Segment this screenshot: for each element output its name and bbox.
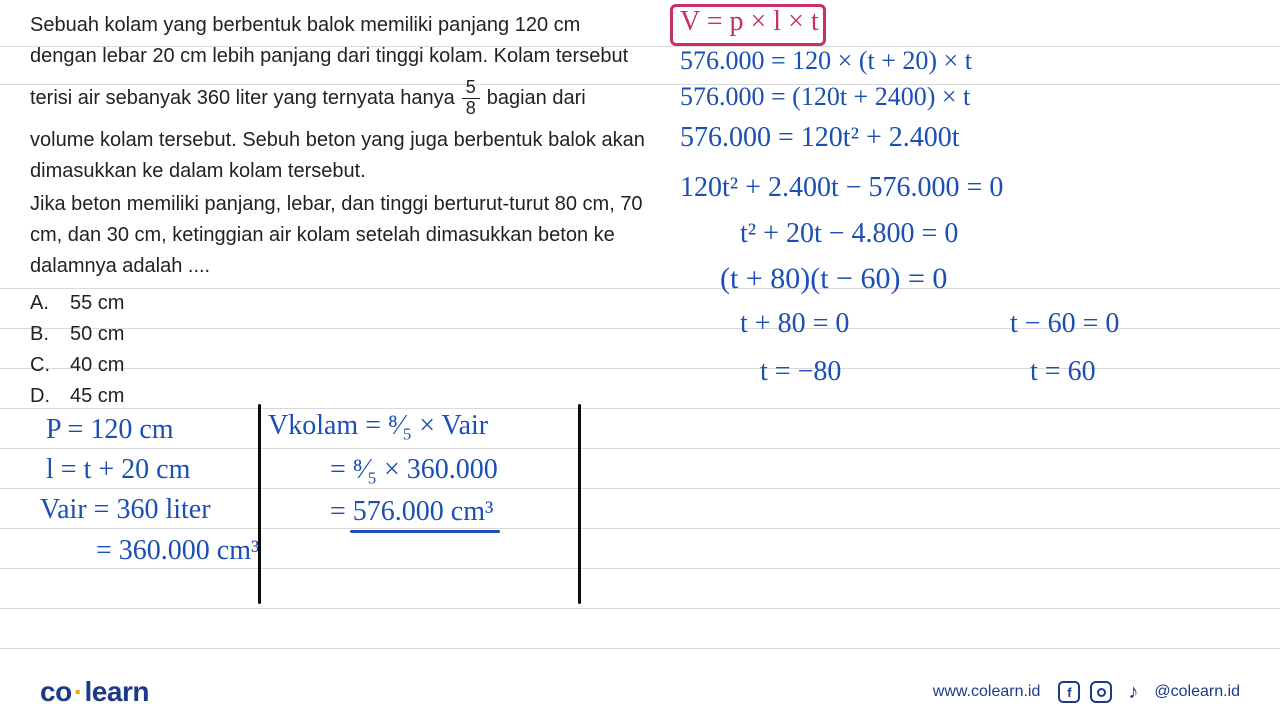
ruled-line <box>0 608 1280 609</box>
choice-text: 40 cm <box>70 350 124 381</box>
brand-logo: co·learn <box>40 676 149 708</box>
fraction-5-8: 5 8 <box>462 78 480 119</box>
logo-part-a: co <box>40 676 72 707</box>
handwritten-line: 576.000 = 120 × (t + 20) × t <box>680 46 972 76</box>
choice-label: B. <box>30 319 52 350</box>
ruled-line <box>0 448 1280 449</box>
choice-text: 45 cm <box>70 381 124 412</box>
handwritten-line: l = t + 20 cm <box>46 454 190 486</box>
footer: co·learn www.colearn.id f ♪ @colearn.id <box>0 664 1280 720</box>
frac-den: 8 <box>462 99 480 119</box>
choice-label: C. <box>30 350 52 381</box>
problem-p2: terisi air sebanyak 360 liter yang terny… <box>30 78 650 119</box>
logo-part-b: learn <box>85 676 149 707</box>
handwritten-line: = 360.000 cm³ <box>96 535 259 567</box>
answer-choices: A. 55 cm B. 50 cm C. 40 cm D. 45 cm <box>30 288 650 412</box>
handwritten-line: P = 120 cm <box>46 414 174 446</box>
instagram-icon <box>1090 681 1112 703</box>
handwritten-line: Vair = 360 liter <box>40 494 211 526</box>
handwritten-line: = ⁸⁄₅ × 360.000 <box>330 454 498 486</box>
p2b: bagian dari <box>487 83 586 114</box>
problem-text: Sebuah kolam yang berbentuk balok memili… <box>30 10 650 412</box>
handwritten-line: t² + 20t − 4.800 = 0 <box>740 218 958 250</box>
social-handle: @colearn.id <box>1154 683 1240 701</box>
handwritten-line: 576.000 = 120t² + 2.400t <box>680 122 960 154</box>
handwritten-line: Vkolam = ⁸⁄₅ × Vair <box>268 410 488 442</box>
problem-p3: volume kolam tersebut. Sebuh beton yang … <box>30 125 650 187</box>
choice-text: 50 cm <box>70 319 124 350</box>
logo-dot: · <box>74 676 83 707</box>
volume-formula: V = p × l × t <box>680 6 819 38</box>
divider-1 <box>258 404 261 604</box>
website-url: www.colearn.id <box>933 683 1041 701</box>
handwritten-line: t = −80 <box>760 356 841 388</box>
choice-text: 55 cm <box>70 288 124 319</box>
answer-choice: C. 40 cm <box>30 350 650 381</box>
handwritten-line: 120t² + 2.400t − 576.000 = 0 <box>680 172 1003 204</box>
ruled-line <box>0 648 1280 649</box>
problem-p4: Jika beton memiliki panjang, lebar, dan … <box>30 189 650 282</box>
ruled-line <box>0 568 1280 569</box>
handwritten-line: t = 60 <box>1030 356 1096 388</box>
handwritten-line: (t + 80)(t − 60) = 0 <box>720 262 947 296</box>
result-underline <box>350 530 500 533</box>
answer-choice: A. 55 cm <box>30 288 650 319</box>
handwritten-line: = 576.000 cm³ <box>330 496 493 528</box>
handwritten-line: t − 60 = 0 <box>1010 308 1119 340</box>
choice-label: A. <box>30 288 52 319</box>
handwritten-line: t + 80 = 0 <box>740 308 849 340</box>
frac-num: 5 <box>462 78 480 99</box>
p2a: terisi air sebanyak 360 liter yang terny… <box>30 83 455 114</box>
divider-2 <box>578 404 581 604</box>
handwritten-line: 576.000 = (120t + 2400) × t <box>680 82 970 112</box>
tiktok-icon: ♪ <box>1122 681 1144 703</box>
choice-label: D. <box>30 381 52 412</box>
facebook-icon: f <box>1058 681 1080 703</box>
problem-p1: Sebuah kolam yang berbentuk balok memili… <box>30 10 650 72</box>
answer-choice: B. 50 cm <box>30 319 650 350</box>
ruled-line <box>0 528 1280 529</box>
ruled-line <box>0 488 1280 489</box>
answer-choice: D. 45 cm <box>30 381 650 412</box>
social-links: f ♪ @colearn.id <box>1058 681 1240 703</box>
